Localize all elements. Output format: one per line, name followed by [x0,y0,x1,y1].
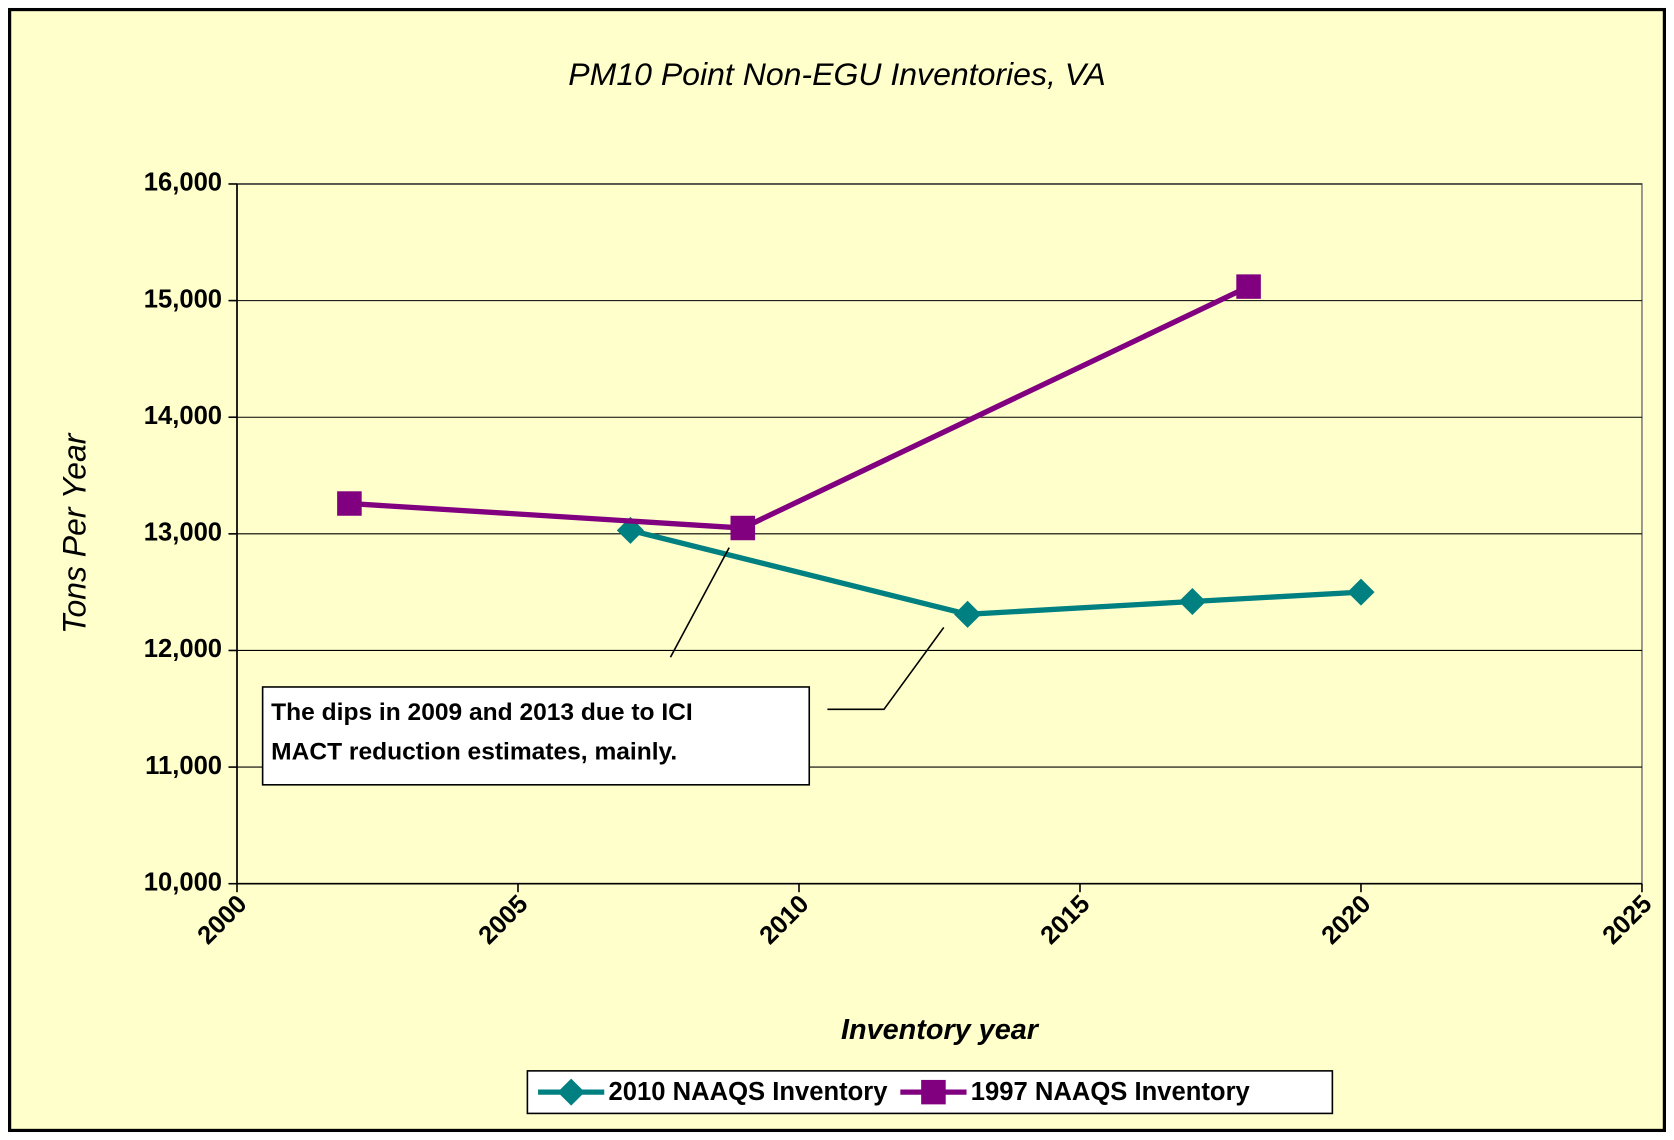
data-point [337,491,362,516]
y-tick-label: 14,000 [144,402,222,430]
y-tick-label: 10,000 [144,868,222,896]
annotation-text: The dips in 2009 and 2013 due to ICI [271,699,693,726]
x-axis-label: Inventory year [841,1014,1040,1046]
y-tick-label: 16,000 [144,169,222,197]
data-point [730,515,756,541]
data-point [1347,578,1375,606]
annotation-text: MACT reduction estimates, mainly. [271,738,677,765]
legend-marker [557,1078,585,1106]
data-point [954,600,982,628]
legend-label: 2010 NAAQS Inventory [609,1078,889,1106]
chart-title: PM10 Point Non-EGU Inventories, VA [568,56,1105,92]
y-tick-label: 13,000 [144,519,222,547]
legend-marker [921,1079,946,1105]
leader-line [827,626,945,711]
leader-line [669,547,730,658]
y-tick-label: 12,000 [144,635,222,663]
y-axis-label: Tons Per Year [56,432,92,634]
data-point [1236,274,1261,299]
y-tick-label: 11,000 [145,752,222,780]
y-tick-label: 15,000 [144,285,222,313]
data-point [1178,587,1206,615]
legend-label: 1997 NAAQS Inventory [971,1078,1251,1106]
series-line [629,527,1362,617]
annotation-box [261,686,811,786]
